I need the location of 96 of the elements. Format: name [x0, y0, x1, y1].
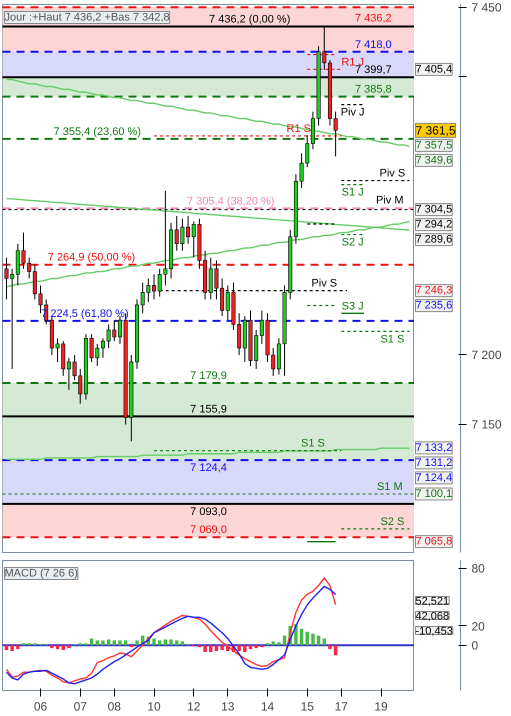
bar: [16, 645, 20, 650]
text: 7 131,2: [416, 456, 452, 469]
series-label: S1 S: [300, 438, 325, 450]
bar: [62, 645, 65, 650]
annotation: 7 065,8: [416, 536, 452, 548]
ref-line-label: 7 155,9: [190, 403, 227, 416]
text: 7 357,5: [416, 139, 452, 152]
bar: [306, 632, 309, 646]
bar: [67, 645, 71, 648]
ref-line-label: 7 124,4: [190, 462, 227, 474]
text: 7 124,4: [416, 472, 452, 484]
bar: [4, 645, 8, 650]
bar: [248, 645, 252, 650]
annotation: 7 100,1: [416, 488, 452, 500]
x-tick-label: 07: [74, 700, 88, 714]
series-label: Piv S: [380, 168, 406, 180]
ref-line-label: 7 355,4 (23,60 %): [54, 126, 141, 138]
text: 42,068: [416, 610, 450, 622]
x-tick-label: 10: [147, 700, 162, 714]
series-label: Piv S: [311, 278, 338, 290]
bar: [311, 634, 315, 646]
x-tick-label: 12: [187, 700, 201, 714]
bar: [237, 645, 241, 652]
bar: [322, 638, 326, 646]
y-tick-label: 7 150: [472, 418, 502, 432]
series-label: S1 S: [380, 333, 404, 346]
bar: [180, 641, 184, 646]
y-tick-label: 0: [472, 638, 478, 653]
line-series: [6, 78, 410, 148]
bar: [158, 640, 162, 646]
annotation: 7 294,2: [416, 218, 452, 231]
y-tick-label: 80: [472, 562, 486, 576]
bar: [101, 640, 105, 646]
line-series: [6, 447, 410, 460]
ref-line-label: 7 224,5 (61,80 %): [41, 308, 129, 320]
annotation: 7 133,2: [416, 442, 452, 454]
ref-line-label: 7 305,4 (38,20 %): [187, 195, 274, 208]
bar: [220, 645, 224, 650]
bar: [214, 645, 218, 652]
bar: [334, 645, 338, 656]
bar: [243, 645, 247, 652]
ref-line-label: 7 179,9: [190, 370, 227, 382]
series-label: Piv J: [340, 106, 365, 119]
bar: [106, 639, 110, 646]
x-tick-label: 15: [300, 700, 314, 714]
candlestick: [106, 324, 111, 349]
bar: [300, 628, 304, 646]
x-tick-label: 08: [108, 700, 122, 714]
ref-line-label: 7 264,9 (50,00 %): [48, 252, 136, 264]
candlestick: [237, 312, 242, 356]
bar: [90, 638, 94, 646]
x-tick-label: 13: [221, 700, 235, 714]
bar: [124, 640, 128, 646]
bar: [277, 642, 281, 646]
bar: [10, 645, 14, 652]
ref-line-label: 7 385,8: [354, 84, 392, 96]
y-tick-label: 7 200: [472, 348, 502, 362]
text: 7 289,6: [416, 234, 452, 246]
ref-line-label: S1 M: [376, 480, 403, 493]
ref-line-label: 7 069,0: [190, 524, 227, 536]
bar: [203, 645, 207, 652]
bar: [209, 645, 212, 652]
series-label: S2 S: [380, 516, 404, 528]
x-tick-label: 06: [34, 700, 48, 714]
bar: [112, 640, 116, 646]
y-tick-label: 7 450: [472, 0, 502, 14]
bar: [328, 645, 332, 650]
bar: [175, 640, 178, 646]
text: MACD (7 26 6): [4, 568, 78, 580]
bar: [271, 641, 275, 646]
bar: [96, 640, 99, 646]
ref-line-label: 7 093,0: [190, 506, 227, 518]
annotation: 7 405,4: [416, 63, 452, 76]
x-tick-label: 19: [374, 700, 388, 714]
ref-line-label: 7 436,2 (0,00 %): [209, 13, 290, 26]
x-tick-label: 14: [260, 700, 275, 714]
bar: [56, 645, 60, 650]
annotation: 7 361,5: [416, 123, 456, 138]
annotation: 7 349,6: [416, 154, 452, 166]
ref-line-label: 7 418,0: [354, 38, 392, 51]
series-label: S1 J: [342, 186, 364, 199]
band-label: 7 436,2: [354, 12, 392, 24]
bar: [254, 645, 258, 648]
annotation: 7 235,6: [416, 300, 452, 312]
annotation: 7 246,3: [416, 284, 452, 297]
annotation: 7 304,5: [416, 204, 452, 216]
y-tick-label: 20: [472, 619, 486, 634]
ref-line-label: Piv M: [376, 194, 404, 207]
series-label: S3 J: [342, 300, 364, 312]
x-tick-label: 17: [334, 700, 348, 714]
text: -10,453: [416, 626, 453, 638]
text: 52,521: [416, 596, 450, 608]
bar: [316, 636, 320, 646]
bar: [164, 639, 168, 646]
series-label: S2 J: [342, 236, 364, 249]
bar: [50, 645, 54, 648]
